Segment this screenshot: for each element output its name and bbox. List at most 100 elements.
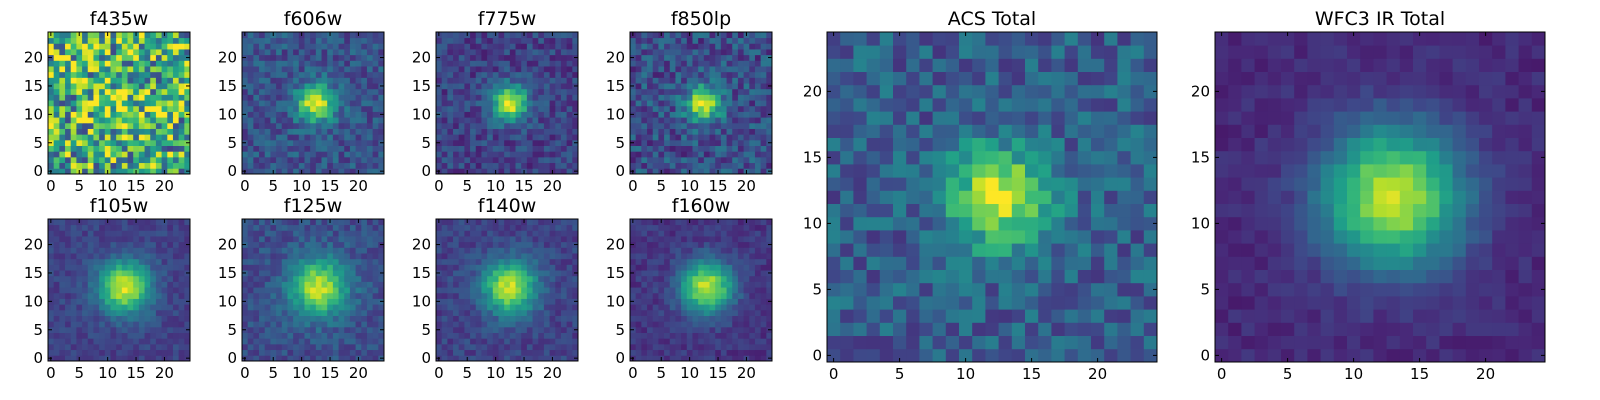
- heatmap-cell: [509, 94, 516, 101]
- heatmap-cell: [737, 54, 744, 61]
- heatmap-cell: [167, 128, 174, 135]
- heatmap-cell: [441, 139, 448, 146]
- heatmap-cell: [104, 117, 111, 124]
- heatmap-cell: [658, 66, 665, 73]
- heatmap-cell: [361, 83, 368, 90]
- heatmap-cell: [121, 338, 128, 345]
- heatmap-cell: [338, 66, 345, 73]
- heatmap-cell: [475, 88, 482, 95]
- heatmap-cell: [709, 326, 716, 333]
- heatmap-cell: [93, 37, 100, 44]
- heatmap-cell: [470, 128, 477, 135]
- heatmap-cell: [70, 292, 77, 299]
- heatmap-cell: [487, 94, 494, 101]
- heatmap-cell: [538, 168, 545, 175]
- heatmap-cell: [150, 105, 157, 112]
- heatmap-cell: [760, 94, 767, 101]
- heatmap-cell: [675, 304, 682, 311]
- heatmap-cell: [150, 326, 157, 333]
- heatmap-cell: [692, 156, 699, 164]
- heatmap-cell: [65, 349, 72, 356]
- heatmap-cell: [686, 134, 693, 141]
- heatmap-cell: [104, 151, 111, 158]
- heatmap-cell: [150, 88, 157, 95]
- heatmap-cell: [59, 156, 66, 164]
- heatmap-cell: [281, 321, 288, 328]
- heatmap-cell: [709, 292, 716, 299]
- heatmap-cell: [321, 326, 328, 333]
- heatmap-cell: [121, 292, 128, 299]
- heatmap-cell: [178, 145, 185, 152]
- heatmap-cell: [276, 264, 283, 271]
- heatmap-cell: [658, 111, 665, 118]
- heatmap-cell: [167, 338, 174, 345]
- heatmap-cell: [332, 83, 339, 90]
- heatmap-cell: [155, 117, 162, 124]
- heatmap-cell: [48, 332, 55, 339]
- heatmap-cell: [242, 349, 249, 356]
- heatmap-cell: [441, 71, 448, 78]
- heatmap-cell: [144, 168, 151, 175]
- heatmap-cell: [760, 66, 767, 73]
- heatmap-cell: [344, 54, 351, 61]
- heatmap-cell: [635, 49, 642, 56]
- heatmap-cell: [338, 270, 345, 277]
- heatmap-cell: [310, 304, 317, 311]
- heatmap-cell: [743, 71, 750, 78]
- heatmap-cell: [161, 111, 168, 118]
- heatmap-cell: [253, 128, 260, 135]
- heatmap-cell: [293, 230, 300, 237]
- heatmap-cell: [475, 43, 482, 50]
- heatmap-cell: [276, 128, 283, 135]
- heatmap-cell: [121, 332, 128, 339]
- heatmap-cell: [281, 355, 288, 362]
- heatmap-cell: [378, 264, 385, 271]
- heatmap-cell: [686, 287, 693, 294]
- heatmap-cell: [247, 100, 254, 107]
- heatmap-cell: [453, 338, 460, 345]
- heatmap-cell: [259, 326, 266, 333]
- heatmap-cell: [65, 224, 72, 231]
- heatmap-cell: [692, 37, 699, 44]
- heatmap-cell: [658, 145, 665, 152]
- heatmap-cell: [270, 298, 277, 305]
- heatmap-cell: [543, 43, 550, 50]
- x-tick-label: 5: [656, 177, 666, 195]
- heatmap-cell: [287, 77, 294, 84]
- heatmap-cell: [447, 292, 454, 299]
- heatmap-cell: [498, 343, 505, 351]
- heatmap-cell: [475, 77, 482, 84]
- heatmap-cell: [630, 304, 637, 311]
- heatmap-cell: [566, 139, 573, 146]
- heatmap-cell: [264, 139, 271, 146]
- heatmap-cell: [675, 60, 682, 67]
- heatmap-cell: [304, 71, 311, 78]
- heatmap-cell: [549, 236, 556, 243]
- heatmap-cell: [327, 264, 334, 271]
- heatmap-cell: [560, 83, 568, 90]
- heatmap-cell: [59, 321, 66, 328]
- heatmap-cell: [253, 83, 260, 90]
- heatmap-cell: [549, 292, 556, 299]
- heatmap-cell: [709, 332, 716, 339]
- heatmap-cell: [133, 264, 140, 271]
- heatmap-cell: [304, 83, 311, 90]
- heatmap-cell: [532, 49, 539, 56]
- x-tick-label: 5: [74, 177, 84, 195]
- heatmap-cell: [270, 151, 277, 158]
- heatmap-cell: [681, 94, 688, 101]
- heatmap-cell: [509, 77, 516, 84]
- heatmap-cell: [470, 54, 477, 61]
- heatmap-cell: [76, 270, 83, 277]
- heatmap-cell: [82, 105, 89, 112]
- heatmap-cell: [298, 349, 305, 356]
- heatmap-cell: [138, 349, 145, 356]
- heatmap-cell: [487, 54, 494, 61]
- heatmap-cell: [464, 66, 471, 73]
- heatmap-cell: [703, 77, 710, 84]
- heatmap-cell: [264, 100, 271, 107]
- heatmap-cell: [327, 315, 334, 322]
- heatmap-cell: [48, 292, 55, 299]
- heatmap-cell: [447, 253, 454, 260]
- heatmap-cell: [161, 105, 168, 112]
